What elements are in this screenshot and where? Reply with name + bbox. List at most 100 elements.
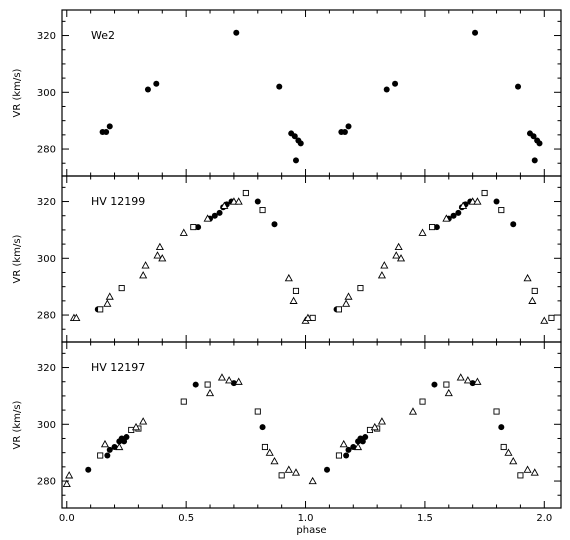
data-point-filled-circle (431, 381, 438, 388)
data-point-open-triangle (131, 422, 141, 431)
data-point-filled-circle (195, 224, 202, 231)
data-point-filled-circle (271, 221, 278, 228)
data-point-open-triangle (220, 201, 229, 209)
data-point-filled-circle (498, 424, 505, 431)
data-point-filled-circle (123, 434, 130, 441)
data-point-filled-circle (192, 381, 199, 388)
data-point-open-triangle (473, 197, 482, 205)
data-point-open-triangle (284, 465, 293, 473)
data-point-open-square (97, 452, 104, 459)
data-point-open-triangle (394, 242, 403, 251)
data-point-open-triangle (62, 479, 71, 487)
data-point-open-triangle (377, 417, 386, 425)
data-point-filled-circle (493, 198, 500, 205)
data-point-open-triangle (270, 456, 279, 465)
data-point-open-triangle (139, 271, 148, 279)
data-point-open-square (357, 285, 364, 292)
data-point-filled-circle (324, 466, 331, 473)
data-point-open-triangle (468, 197, 477, 205)
data-point-filled-circle (392, 80, 399, 87)
data-point-open-triangle (65, 471, 74, 479)
data-point-filled-circle (211, 212, 218, 219)
data-point-filled-circle (106, 446, 113, 453)
data-point-open-square (204, 381, 211, 388)
y-tick-label: 280 (37, 311, 56, 322)
data-point-open-triangle (265, 448, 274, 456)
data-point-open-triangle (473, 377, 482, 385)
data-point-open-square (261, 443, 268, 451)
data-point-open-triangle (509, 456, 518, 465)
y-tick-label: 280 (37, 145, 56, 156)
data-point-open-square (498, 207, 505, 214)
data-point-open-triangle (100, 439, 110, 448)
x-tick-label: 1.5 (417, 513, 433, 524)
data-point-open-triangle (523, 273, 532, 282)
data-point-open-triangle (229, 197, 238, 205)
data-point-filled-circle (276, 83, 283, 90)
data-point-filled-circle (343, 452, 350, 459)
data-point-open-triangle (103, 299, 112, 307)
data-point-open-triangle (115, 442, 124, 451)
data-point-filled-circle (144, 86, 151, 93)
data-point-filled-circle (472, 29, 479, 36)
data-point-open-triangle (308, 476, 317, 485)
data-point-filled-circle (433, 224, 440, 231)
data-point-open-square (180, 398, 187, 405)
data-point-open-triangle (380, 261, 389, 269)
data-point-open-triangle (456, 373, 465, 381)
data-point-open-triangle (139, 417, 148, 425)
data-point-filled-circle (233, 29, 240, 36)
data-point-open-triangle (205, 388, 215, 397)
x-tick-label: 1.0 (298, 513, 314, 524)
data-point-open-square (278, 472, 285, 479)
data-point-open-triangle (234, 377, 243, 385)
data-point-open-triangle (105, 292, 114, 300)
data-point-open-square (118, 285, 125, 292)
data-point-filled-circle (216, 209, 223, 216)
panel-frame (61, 341, 562, 509)
data-point-open-triangle (377, 271, 386, 279)
y-tick-label: 300 (37, 420, 56, 431)
data-point-open-triangle (179, 228, 188, 236)
x-tick-label: 0.5 (178, 513, 194, 524)
data-point-filled-circle (383, 86, 390, 93)
data-point-filled-circle (530, 133, 537, 140)
data-point-open-triangle (234, 197, 243, 205)
data-point-filled-circle (531, 157, 538, 164)
data-point-filled-circle (103, 129, 110, 136)
panel-label: HV 12197 (91, 361, 145, 374)
y-axis-label: VR (km/s) (12, 400, 23, 449)
data-point-open-triangle (289, 296, 298, 304)
data-point-open-triangle (342, 299, 351, 307)
data-point-filled-circle (111, 443, 118, 450)
data-point-open-triangle (442, 214, 451, 222)
data-point-open-square (97, 306, 104, 313)
data-point-filled-circle (510, 221, 517, 228)
data-point-open-triangle (344, 292, 353, 300)
data-point-filled-circle (291, 133, 298, 140)
data-point-open-triangle (396, 254, 406, 262)
data-point-open-square (443, 381, 450, 388)
data-point-open-triangle (370, 422, 379, 431)
data-point-filled-circle (254, 198, 261, 205)
data-point-filled-circle (153, 80, 160, 87)
y-axis-label: VR (km/s) (12, 68, 23, 117)
y-tick-label: 320 (37, 31, 56, 42)
data-point-filled-circle (104, 452, 111, 459)
data-point-open-triangle (540, 316, 549, 324)
x-tick-label: 2.0 (536, 513, 552, 524)
data-point-filled-circle (362, 434, 369, 441)
y-tick-label: 320 (37, 363, 56, 374)
data-point-open-triangle (339, 439, 348, 448)
data-point-open-triangle (203, 214, 212, 222)
y-tick-label: 320 (37, 197, 56, 208)
data-point-filled-circle (292, 157, 299, 164)
data-point-open-square (517, 472, 524, 479)
data-point-open-triangle (153, 251, 162, 259)
data-point-open-triangle (459, 201, 468, 209)
data-point-filled-circle (259, 424, 266, 431)
panel-label: We2 (91, 29, 115, 42)
data-point-open-triangle (225, 376, 234, 384)
y-tick-label: 300 (37, 88, 56, 99)
data-point-open-triangle (530, 468, 539, 476)
